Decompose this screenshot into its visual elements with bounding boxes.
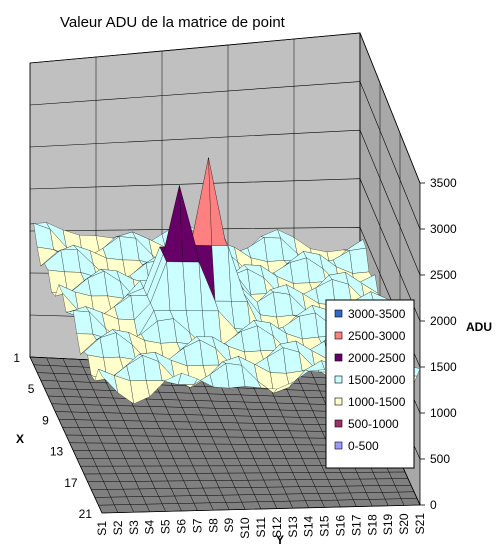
legend: 3000-3500 2500-3000 2000-2500 1500-2000 1000… [325, 299, 415, 469]
z-tick-label: 2500 [430, 268, 457, 282]
y-tick-label: S3 [127, 520, 141, 535]
legend-swatch [334, 441, 343, 450]
y-tick-label: S16 [334, 515, 348, 537]
legend-label: 500-1000 [348, 417, 399, 431]
y-tick-label: S2 [111, 520, 125, 535]
legend-label: 1000-1500 [348, 395, 406, 409]
y-tick-label: S1 [95, 521, 109, 536]
y-tick-label: S14 [302, 515, 316, 537]
legend-label: 1500-2000 [348, 373, 406, 387]
y-tick-label: S17 [349, 514, 363, 536]
y-tick-label: S18 [365, 514, 379, 536]
z-tick-label: 3000 [430, 222, 457, 236]
legend-box [325, 299, 415, 469]
floor-gridline [91, 484, 412, 490]
legend-swatch [334, 309, 343, 318]
legend-label: 3000-3500 [348, 307, 406, 321]
y-tick-label: S13 [286, 516, 300, 538]
x-tick-label: 13 [50, 445, 64, 459]
y-tick-label: S7 [190, 518, 204, 533]
surface-cell [349, 247, 370, 274]
surface [29, 157, 421, 405]
floor-gridline [244, 367, 309, 508]
z-tick-label: 1000 [430, 406, 457, 420]
surface-cell [298, 312, 319, 340]
legend-swatch [334, 353, 343, 362]
y-tick-label: S5 [159, 519, 173, 534]
floor-gridline [101, 504, 421, 514]
x-tick-label: 9 [42, 413, 49, 427]
legend-swatch [334, 331, 343, 340]
z-tick-label: 0 [430, 498, 437, 512]
y-tick-label: S15 [318, 515, 332, 537]
y-tick-label: S21 [413, 513, 427, 535]
floor-gridline [211, 365, 278, 509]
y-tick-label: S4 [143, 519, 157, 534]
y-axis-label: Y [276, 533, 284, 547]
floor-gridline [227, 366, 294, 509]
legend-swatch [334, 419, 343, 428]
y-tick-label: S8 [206, 518, 220, 533]
y-tick-label: S6 [175, 519, 189, 534]
z-axis-label: ADU [466, 320, 492, 334]
y-tick-label: S12 [270, 516, 284, 538]
x-tick-label: 5 [28, 382, 35, 396]
x-tick-label: 17 [64, 476, 78, 490]
legend-swatch [334, 375, 343, 384]
x-axis-label: X [16, 432, 24, 446]
y-tick-label: S10 [238, 517, 252, 539]
floor-gridline [98, 498, 418, 506]
legend-swatch [334, 397, 343, 406]
floor-gridline [94, 491, 415, 498]
floor-gridline [277, 368, 341, 508]
floor-gridline [83, 471, 406, 475]
y-tick-label: S9 [222, 517, 236, 532]
chart-title: Valeur ADU de la matrice de point [60, 14, 286, 31]
z-tick-label: 500 [430, 452, 450, 466]
floor-gridline [293, 369, 357, 507]
legend-label: 2500-3000 [348, 329, 406, 343]
x-tick-label: 1 [13, 351, 20, 365]
legend-label: 0-500 [348, 439, 379, 453]
y-tick-label: S11 [254, 517, 268, 538]
z-tick-label: 1500 [430, 360, 457, 374]
surface-cell [289, 257, 310, 284]
x-tick-label: 21 [79, 507, 93, 521]
z-tick-label: 2000 [430, 314, 457, 328]
floor-gridline [87, 478, 409, 483]
legend-label: 2000-2500 [348, 351, 406, 365]
z-tick-label: 3500 [430, 176, 457, 190]
surface-cell [263, 237, 285, 262]
y-tick-label: S19 [381, 513, 395, 535]
y-tick-label: S20 [397, 513, 411, 535]
